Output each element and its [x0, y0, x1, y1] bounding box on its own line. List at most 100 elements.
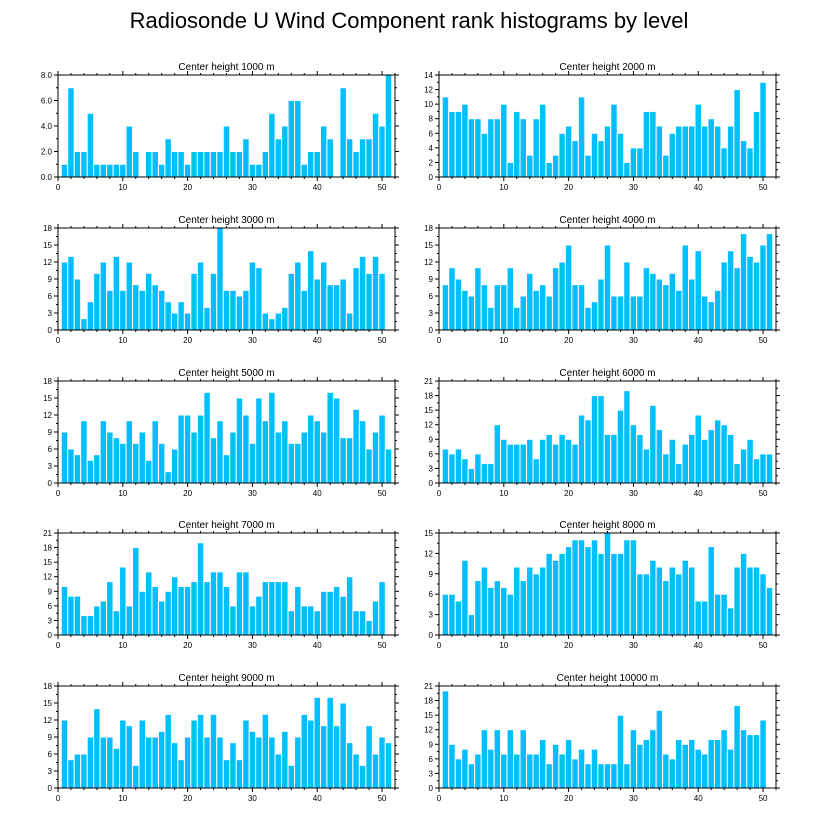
histogram-bar	[242, 138, 250, 178]
histogram-bar	[551, 267, 560, 331]
histogram-bar	[629, 729, 638, 789]
histogram-panel: Center height 9000 m 0 3 6 9 12 15 18 0 10 20 30 40 5…	[43, 673, 399, 803]
histogram-bar	[577, 284, 586, 331]
histogram-bar	[493, 118, 502, 178]
histogram-bar	[300, 289, 309, 331]
histogram-bar	[170, 576, 179, 636]
histogram-bar	[759, 244, 767, 331]
histogram-bar	[235, 571, 244, 636]
histogram-bar	[551, 443, 560, 484]
histogram-bar	[649, 110, 657, 178]
histogram-bar	[151, 151, 159, 178]
histogram-bar	[720, 729, 728, 789]
histogram-bar	[720, 593, 728, 636]
histogram-bar	[203, 581, 211, 636]
histogram-bar	[726, 748, 735, 789]
histogram-bar	[248, 730, 257, 789]
histogram-bar	[454, 448, 463, 484]
histogram-bar	[183, 312, 192, 331]
histogram-bar	[255, 397, 263, 484]
histogram-bar	[209, 571, 218, 636]
histogram-bar	[274, 138, 283, 178]
histogram-bar	[319, 590, 328, 636]
histogram-bar	[268, 581, 276, 636]
histogram-panel: Center height 6000 m 0 3 6 9 12 15 18 21 0 10 20 30 4…	[424, 368, 780, 498]
histogram-bar	[694, 414, 702, 484]
histogram-bar	[190, 431, 198, 484]
histogram-bar	[713, 593, 722, 636]
histogram-bar	[506, 729, 515, 789]
histogram-bar	[93, 163, 101, 178]
histogram-bar	[268, 112, 276, 178]
histogram-bar	[493, 580, 502, 636]
histogram-bar	[538, 103, 547, 178]
histogram-bar	[538, 284, 547, 331]
panel-title: Center height 8000 m	[559, 520, 655, 531]
histogram-bar	[668, 758, 677, 789]
histogram-bar	[545, 295, 553, 331]
histogram-bar	[726, 250, 735, 331]
histogram-bar	[196, 713, 205, 789]
histogram-bar	[132, 764, 140, 789]
histogram-bar	[675, 289, 683, 331]
histogram-bar	[675, 738, 683, 789]
histogram-bar	[681, 443, 690, 484]
histogram-bar	[177, 151, 185, 178]
histogram-bar	[616, 714, 625, 789]
histogram-bar	[384, 74, 393, 178]
histogram-bar	[216, 736, 224, 789]
histogram-bar	[642, 573, 651, 636]
histogram-bar	[500, 438, 508, 484]
y-tick-label: 12	[43, 258, 52, 267]
y-tick-label: 15	[43, 699, 52, 708]
y-tick-label: 3	[429, 309, 434, 318]
histogram-bar	[132, 442, 140, 484]
histogram-bar	[597, 552, 605, 636]
histogram-bar	[694, 748, 702, 789]
histogram-bar	[746, 734, 754, 789]
histogram-bar	[759, 453, 767, 484]
x-tick-label: 0	[437, 794, 442, 803]
histogram-bar	[183, 163, 192, 178]
histogram-bar	[441, 593, 450, 636]
histogram-bar	[255, 736, 263, 789]
histogram-bar	[307, 414, 315, 484]
histogram-bar	[597, 763, 605, 789]
histogram-bar	[623, 539, 631, 636]
y-tick-label: 3	[48, 767, 53, 776]
histogram-bar	[73, 454, 82, 484]
x-tick-label: 50	[378, 641, 387, 650]
y-tick-label: 15	[43, 394, 52, 403]
histogram-bar	[86, 459, 95, 484]
histogram-bar	[448, 743, 456, 789]
histogram-bar	[461, 458, 469, 484]
histogram-bar	[60, 585, 69, 636]
histogram-bar	[60, 719, 69, 789]
histogram-bar	[294, 261, 302, 331]
histogram-bar	[80, 318, 88, 331]
histogram-bar	[352, 753, 360, 789]
histogram-bar	[713, 419, 722, 484]
x-tick-label: 40	[313, 641, 322, 650]
histogram-bar	[345, 742, 354, 789]
histogram-bar	[500, 753, 508, 789]
histogram-bar	[196, 261, 205, 331]
histogram-bar	[125, 420, 134, 484]
histogram-bar	[80, 151, 88, 178]
histogram-bar	[332, 284, 341, 331]
histogram-bar	[99, 163, 108, 178]
histogram-bar	[759, 719, 767, 789]
histogram-bar	[474, 453, 482, 484]
histogram-bar	[700, 600, 709, 636]
histogram-bar	[467, 295, 476, 331]
histogram-bar	[203, 391, 211, 484]
x-tick-label: 0	[437, 641, 442, 650]
panel-title: Center height 9000 m	[178, 673, 274, 684]
histogram-bar	[642, 267, 651, 331]
histogram-bar	[454, 758, 463, 789]
x-tick-label: 0	[437, 489, 442, 498]
histogram-bar	[183, 414, 192, 484]
y-tick-label: 8	[429, 115, 434, 124]
histogram-bar	[358, 420, 367, 484]
histogram-bar	[590, 132, 599, 178]
